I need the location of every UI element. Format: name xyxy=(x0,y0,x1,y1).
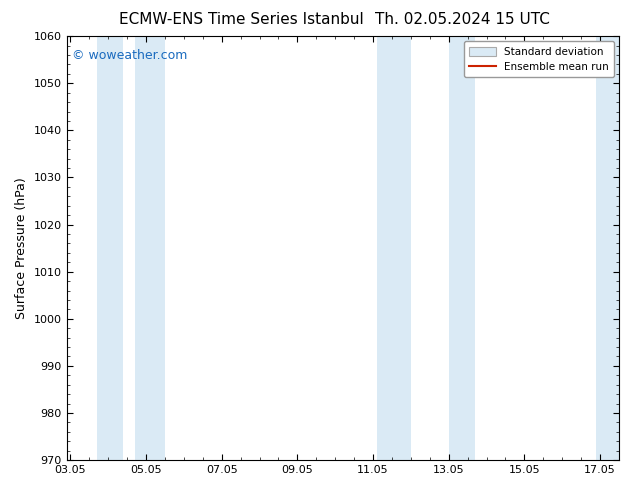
Text: Th. 02.05.2024 15 UTC: Th. 02.05.2024 15 UTC xyxy=(375,12,550,27)
Bar xyxy=(134,36,165,460)
Legend: Standard deviation, Ensemble mean run: Standard deviation, Ensemble mean run xyxy=(464,41,614,77)
Text: © woweather.com: © woweather.com xyxy=(72,49,188,62)
Bar xyxy=(449,36,476,460)
Text: ECMW-ENS Time Series Istanbul: ECMW-ENS Time Series Istanbul xyxy=(119,12,363,27)
Bar xyxy=(97,36,123,460)
Bar xyxy=(377,36,411,460)
Y-axis label: Surface Pressure (hPa): Surface Pressure (hPa) xyxy=(15,177,28,319)
Bar xyxy=(597,36,619,460)
